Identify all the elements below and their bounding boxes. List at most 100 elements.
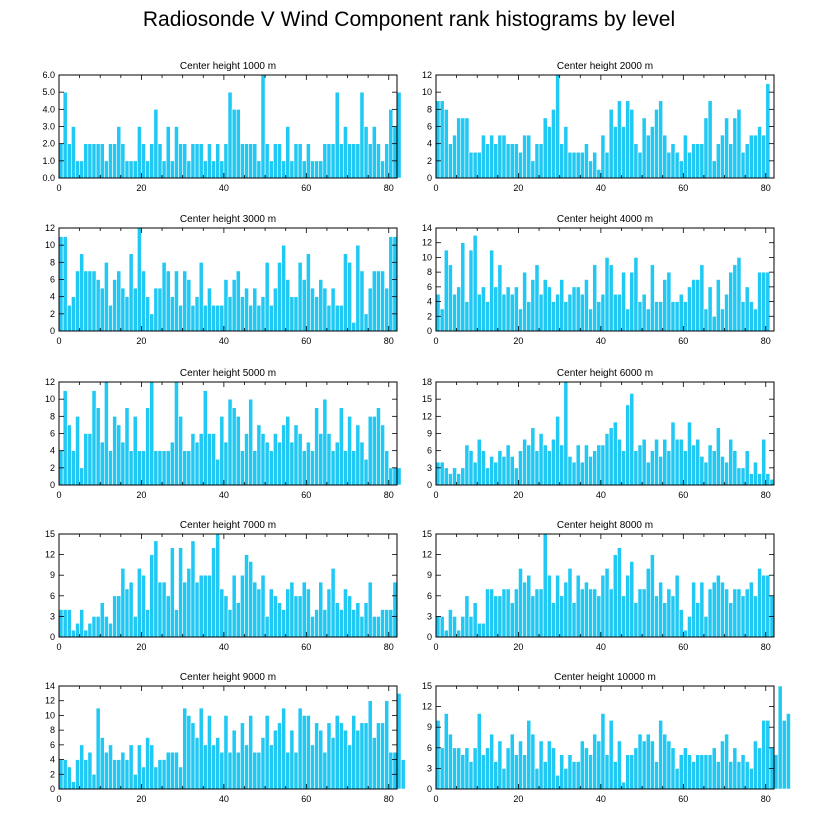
histogram-bar [637, 151, 643, 179]
histogram-bar [666, 151, 672, 179]
plot-frame [435, 227, 775, 332]
histogram-bar [161, 759, 167, 790]
histogram-bar [293, 424, 299, 486]
histogram-bar [91, 616, 97, 638]
histogram-bar [625, 574, 631, 638]
histogram-bar [489, 733, 495, 790]
histogram-bar [169, 751, 175, 790]
histogram-bar [338, 609, 344, 638]
y-tick-label: 10 [422, 87, 432, 97]
histogram-bar [699, 143, 705, 179]
histogram-bar [522, 754, 527, 790]
histogram-bar [596, 595, 602, 638]
histogram-bar [592, 588, 598, 638]
y-tick-label: 2.0 [42, 139, 55, 149]
histogram-bar [347, 744, 352, 790]
panel-title: Center height 3000 m [180, 214, 276, 225]
histogram-bar [567, 151, 573, 179]
histogram-bar [137, 126, 142, 179]
histogram-bar [501, 456, 507, 486]
histogram-bar [161, 160, 167, 179]
histogram-bar [703, 308, 709, 332]
histogram-bar [223, 279, 229, 332]
x-tick-label: 20 [513, 642, 523, 652]
histogram-bar [493, 286, 499, 332]
histogram-bar [443, 713, 449, 790]
y-tick-label: 0 [427, 480, 432, 490]
histogram-bar [481, 286, 486, 332]
histogram-bar [625, 404, 631, 486]
histogram-bar [674, 301, 680, 332]
histogram-bar [116, 595, 122, 638]
histogram-bar [588, 456, 593, 486]
histogram-bar [514, 754, 519, 790]
histogram-bar [371, 126, 377, 179]
histogram-bar [293, 143, 299, 179]
histogram-bar [439, 461, 445, 486]
histogram-bar [198, 574, 204, 638]
y-tick-label: 12 [422, 702, 432, 712]
histogram-bar [452, 293, 457, 332]
histogram-bar [120, 568, 126, 638]
x-tick-label: 80 [384, 642, 394, 652]
histogram-bar [662, 279, 668, 332]
histogram-bar [231, 574, 237, 638]
x-tick-label: 20 [136, 642, 146, 652]
histogram-bar [522, 271, 527, 332]
histogram-bar [748, 134, 754, 179]
histogram-bar [481, 450, 486, 486]
histogram-bar [761, 720, 767, 790]
histogram-bar [355, 729, 361, 790]
histogram-bar [658, 301, 664, 332]
histogram-bar [530, 595, 536, 638]
histogram-bar [439, 308, 445, 332]
histogram-bar [472, 747, 478, 790]
histogram-bar [190, 433, 196, 486]
histogram-bar [318, 279, 324, 332]
histogram-bar [443, 249, 449, 332]
histogram-bar [711, 581, 717, 638]
y-tick-label: 4 [50, 755, 55, 765]
histogram-bar [736, 109, 742, 179]
y-tick-label: 12 [45, 223, 55, 233]
histogram-bar [235, 109, 241, 179]
histogram-bar [666, 271, 672, 332]
histogram-bar [608, 720, 614, 790]
histogram-bar [83, 433, 89, 486]
histogram-bar [132, 416, 138, 486]
histogram-bar [58, 236, 64, 332]
histogram-bar [376, 143, 381, 179]
y-tick-label: 6 [427, 743, 432, 753]
histogram-bar [202, 160, 208, 179]
histogram-bar [662, 602, 668, 638]
histogram-bar [293, 751, 299, 790]
histogram-bar [695, 438, 701, 486]
y-tick-label: 15 [45, 529, 55, 539]
panel-title: Center height 8000 m [557, 520, 653, 531]
histogram-bar [612, 421, 618, 486]
histogram-bar [215, 304, 221, 332]
histogram-bar [464, 595, 470, 638]
histogram-bar [740, 467, 746, 486]
x-tick-label: 0 [433, 183, 438, 193]
histogram-bar [207, 143, 212, 179]
y-tick-label: 0 [427, 326, 432, 336]
histogram-bar [79, 253, 85, 332]
histogram-bar [207, 287, 212, 332]
histogram-bar [435, 616, 441, 638]
histogram-bar [740, 754, 746, 790]
histogram-bar [617, 438, 622, 486]
histogram-bar [650, 740, 655, 790]
histogram-bar [687, 286, 692, 332]
x-tick-label: 80 [384, 183, 394, 193]
histogram-bar [310, 287, 315, 332]
histogram-bar [79, 160, 85, 179]
x-tick-label: 40 [219, 794, 229, 804]
histogram-bar [248, 398, 254, 486]
y-tick-label: 3 [427, 611, 432, 621]
histogram-bar [522, 438, 527, 486]
histogram-bar [343, 126, 348, 179]
x-tick-label: 80 [761, 183, 771, 193]
histogram-bar [505, 588, 511, 638]
histogram-bar [240, 296, 245, 332]
